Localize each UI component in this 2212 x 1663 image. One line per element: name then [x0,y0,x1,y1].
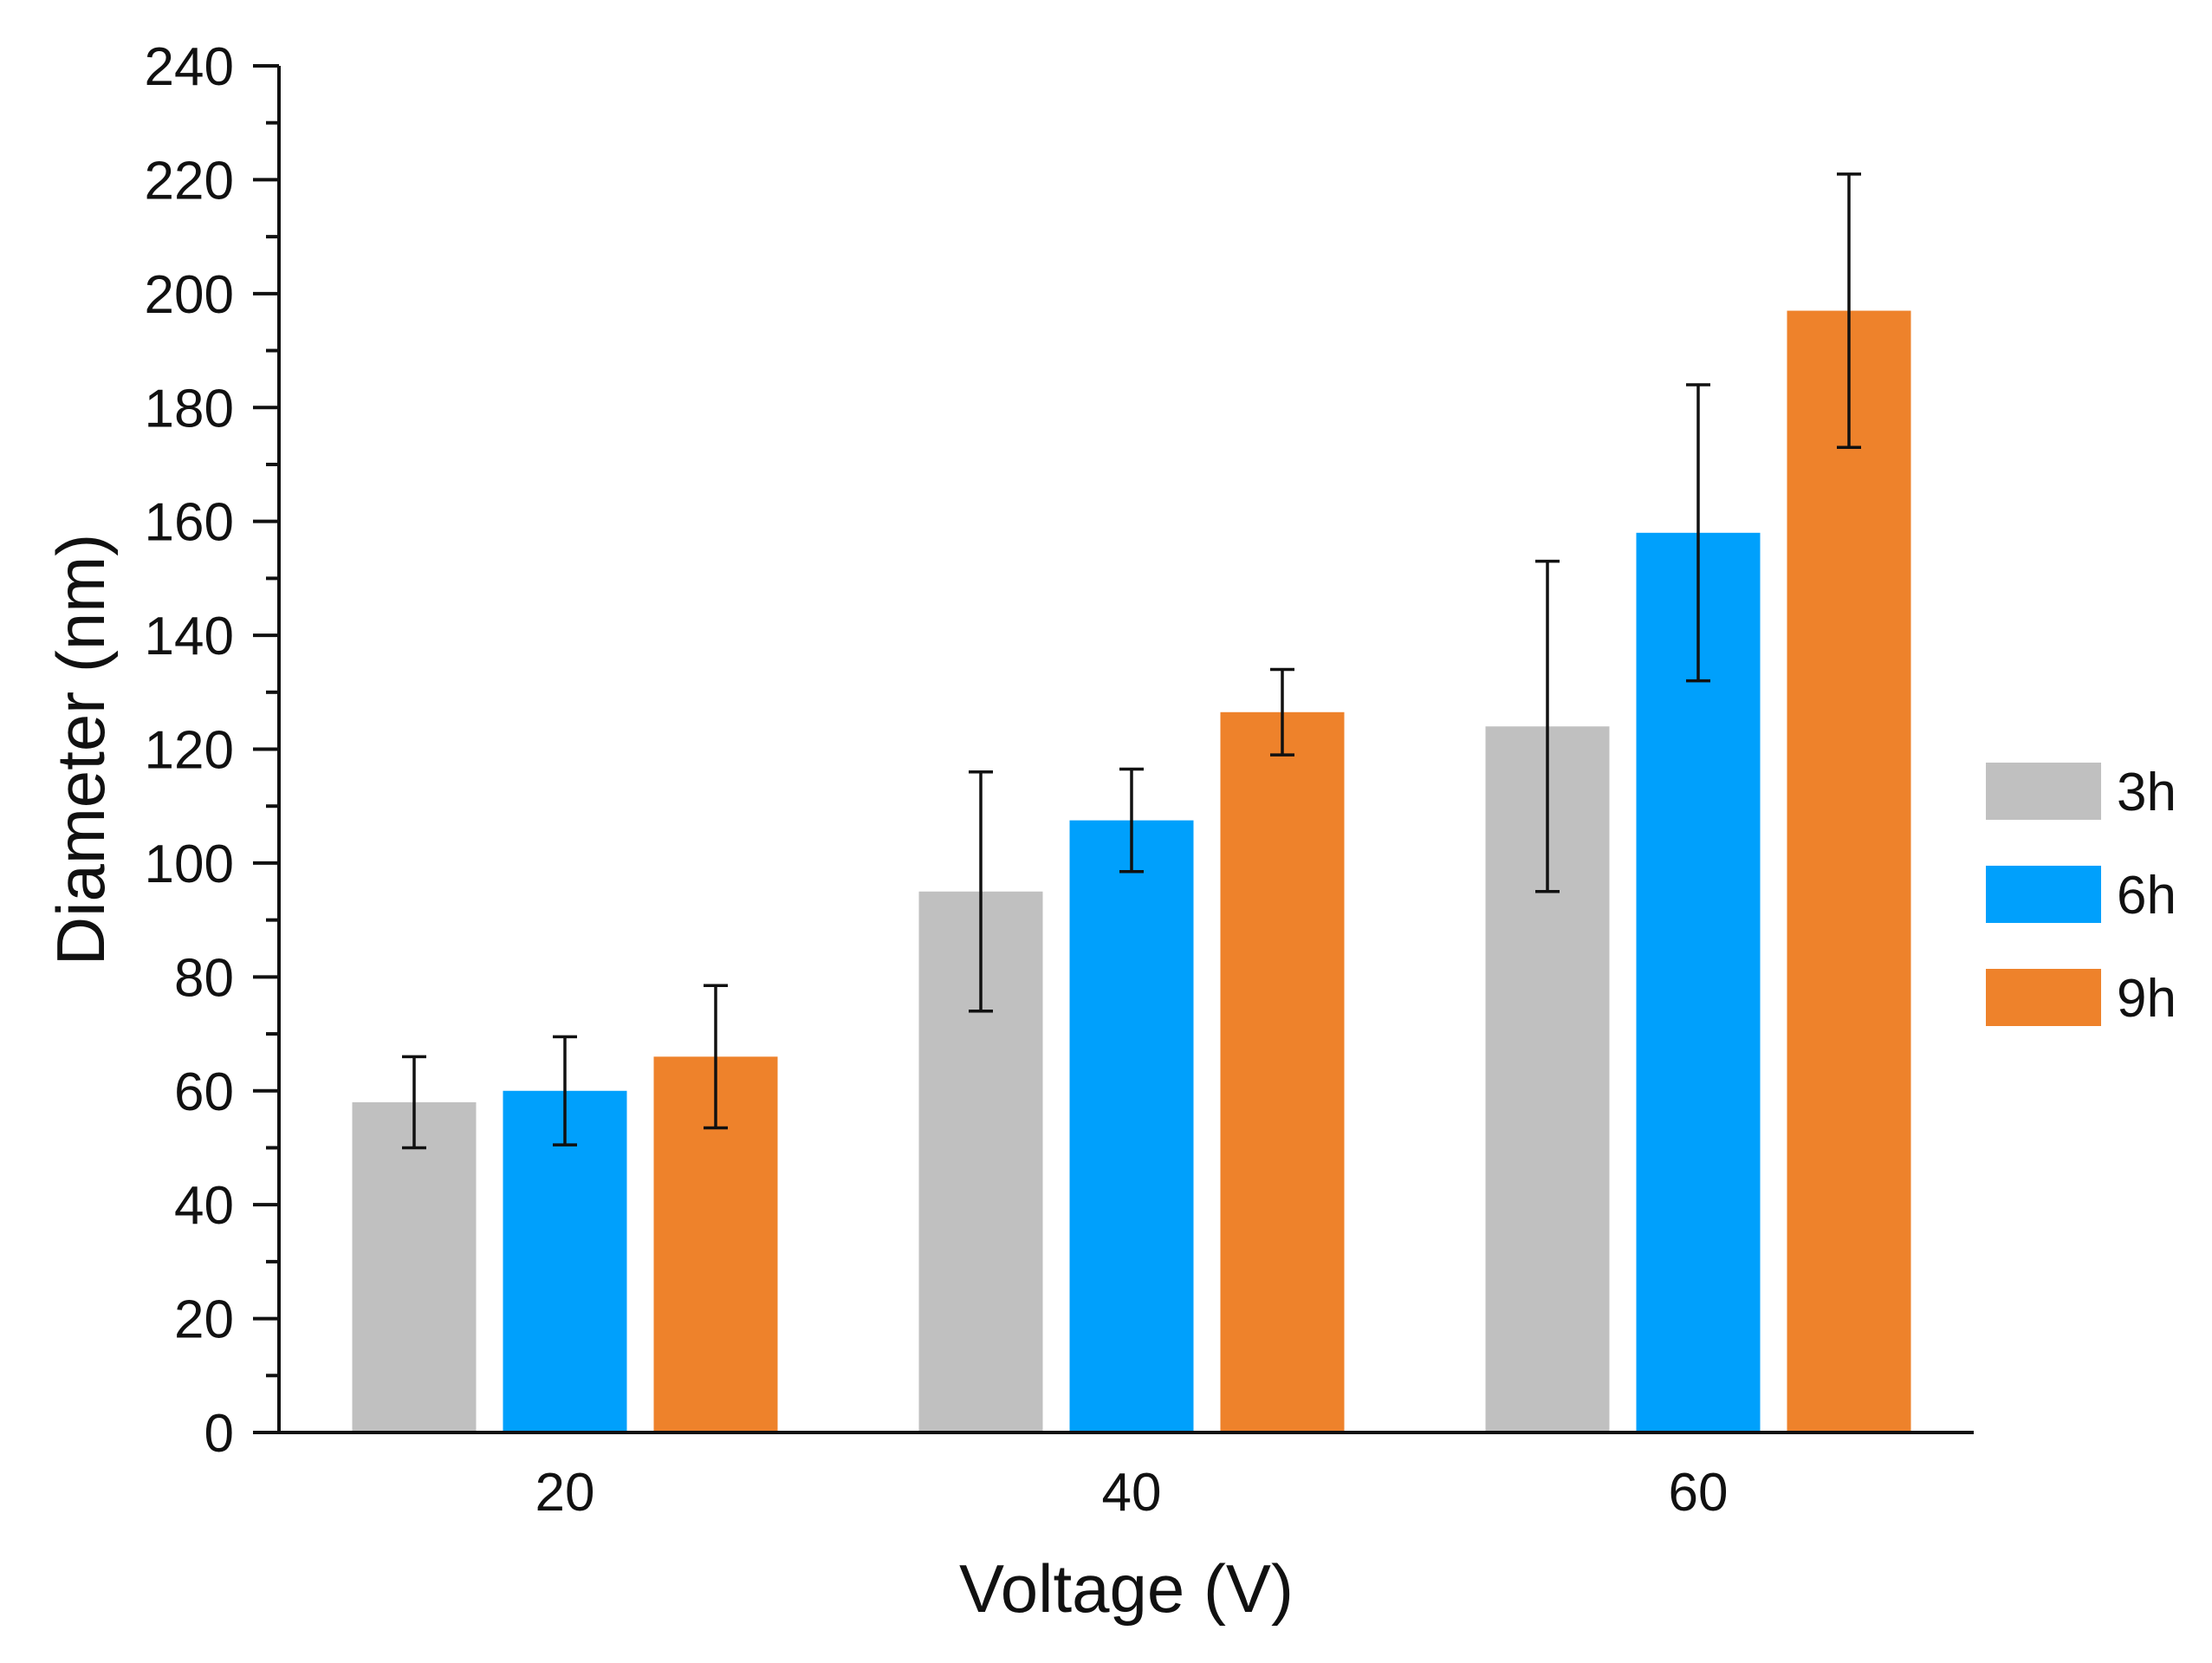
bars-layer [352,310,1911,1432]
y-tick-label-20: 20 [174,1290,234,1350]
x-tick-label-60: 60 [1669,1463,1729,1523]
y-tick-label-220: 220 [145,151,234,211]
bar-3h-20 [352,1101,477,1432]
error-bar-9h-20 [704,984,728,1130]
y-axis-label: Diameter (nm) [42,534,119,965]
y-tick-label-120: 120 [145,721,234,781]
error-bars-layer [402,172,1861,1150]
x-tick-label-20: 20 [535,1463,595,1523]
y-tick-label-40: 40 [174,1176,234,1236]
y-tick-label-0: 0 [204,1404,234,1464]
y-tick-label-200: 200 [145,265,234,325]
bar-6h-60 [1636,532,1761,1432]
x-tick-label-40: 40 [1102,1463,1162,1523]
y-tick-label-80: 80 [174,948,234,1008]
y-tick-label-240: 240 [145,37,234,97]
y-tick-label-60: 60 [174,1062,234,1122]
legend-label-9h: 9h [2117,969,2176,1029]
legend: 3h 6h 9h [1986,763,2176,1029]
bar-9h-40 [1220,711,1345,1432]
error-bar-6h-60 [1686,383,1710,683]
legend-swatch-3h [1986,763,2101,820]
error-bar-9h-40 [1270,667,1294,757]
y-tick-label-100: 100 [145,835,234,894]
error-bar-3h-40 [969,770,993,1013]
x-axis-label: Voltage (V) [959,1550,1294,1627]
error-bar-3h-60 [1535,559,1560,893]
bar-6h-40 [1069,820,1194,1432]
y-tick-label-140: 140 [145,607,234,666]
axes-layer: 0 20 40 60 80 100 120 140 160 180 200 220 240 20 40 60 [145,37,1974,1523]
error-bar-3h-20 [402,1055,426,1150]
y-tick-label-180: 180 [145,379,234,438]
legend-swatch-6h [1986,866,2101,923]
error-bar-9h-60 [1837,172,1861,449]
legend-swatch-9h [1986,969,2101,1026]
error-bar-6h-20 [553,1035,577,1147]
y-tick-label-160: 160 [145,493,234,553]
bar-6h-20 [503,1090,627,1432]
legend-label-6h: 6h [2117,866,2176,926]
bar-9h-60 [1787,310,1911,1432]
legend-label-3h: 3h [2117,763,2176,822]
error-bar-6h-40 [1119,767,1144,874]
